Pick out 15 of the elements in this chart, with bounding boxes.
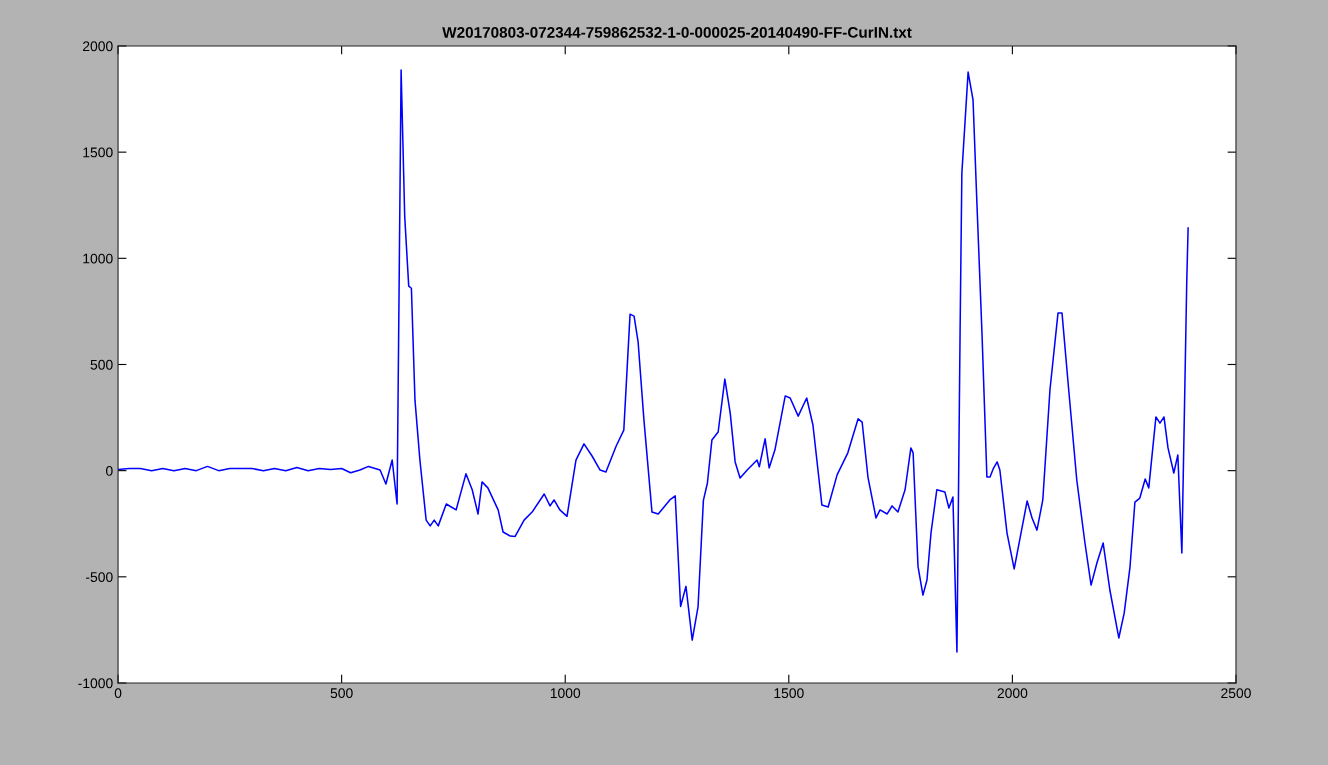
y-tick-label: 500	[90, 359, 113, 370]
x-tick-label: 1000	[550, 688, 581, 699]
x-tick-label: 500	[330, 688, 353, 699]
x-tick-label: 2500	[1221, 688, 1251, 699]
chart-title: W20170803-072344-759862532-1-0-000025-20140490-FF-CurIN.txt	[442, 26, 912, 38]
y-tick-label: -1000	[78, 678, 113, 689]
y-tick-label: 1500	[83, 147, 113, 158]
y-tick-label: -500	[86, 572, 113, 582]
y-tick-label: 1000	[83, 253, 113, 264]
y-tick-label: 2000	[83, 41, 113, 52]
x-tick-label: 2000	[997, 688, 1028, 699]
line-series	[118, 69, 1189, 653]
x-tick-label: 0	[114, 688, 122, 699]
y-tick-label: 0	[106, 465, 113, 476]
x-tick-label: 1500	[774, 688, 804, 699]
